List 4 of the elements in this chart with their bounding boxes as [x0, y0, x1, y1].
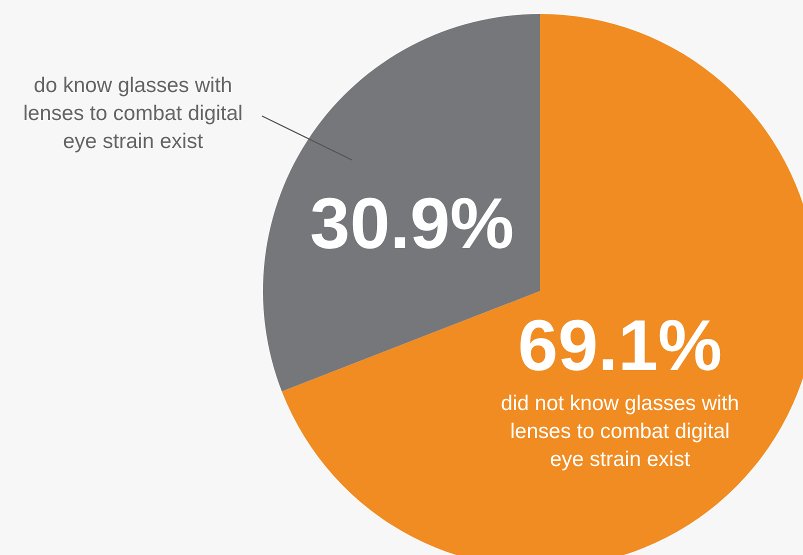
slice-label: do know glasses with lenses to combat digital eye strain exist [23, 74, 243, 153]
data-label: 30.9% [310, 184, 514, 264]
slice-label: did not know glasses with lenses to combat digital eye strain exist [500, 392, 740, 471]
data-label: 69.1% [518, 306, 722, 386]
